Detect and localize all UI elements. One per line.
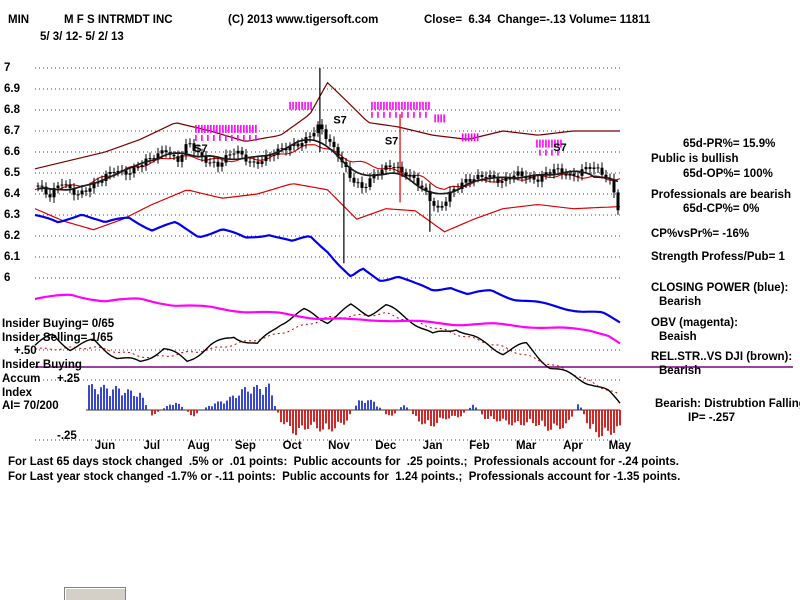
month-label: Nov — [328, 440, 350, 452]
price-tick-label: 6.9 — [4, 83, 20, 95]
price-tick-label: 6.7 — [4, 125, 20, 137]
price-tick-label: 6.8 — [4, 104, 20, 116]
month-label: May — [608, 440, 631, 452]
indicator-summary-line: CP%vsPr%= -16% — [651, 228, 750, 240]
price-ma-line — [37, 138, 619, 195]
window-fragment[interactable] — [64, 587, 126, 600]
date-range-label: 5/ 3/ 12- 5/ 2/ 13 — [40, 31, 124, 43]
left-pane-label: Insider Selling= 1/65 — [2, 332, 113, 344]
month-label: Dec — [375, 440, 397, 452]
month-label: Jan — [422, 440, 443, 452]
lower-band-line — [34, 183, 621, 233]
left-pane-label: +.25 — [57, 373, 80, 385]
mode-label: MIN — [8, 14, 30, 26]
accum-index-histogram — [88, 383, 621, 438]
s7-signal-label: S7 — [553, 142, 566, 154]
summary-line-65d: For Last 65 days stock changed .5% or .0… — [8, 456, 679, 468]
indicator-summary-line: 65d-CP%= 0% — [683, 203, 760, 215]
copyright-label: (C) 2013 www.tigersoft.com — [228, 14, 379, 26]
left-pane-label: Insider Buying — [2, 359, 82, 371]
upper-band-line — [34, 81, 620, 170]
indicator-summary-line: Beaish — [659, 331, 697, 343]
left-pane-label: AI= 70/200 — [2, 400, 59, 412]
indicator-summary-line: Strength Profess/Pub= 1 — [651, 251, 785, 263]
price-tick-label: 7 — [4, 62, 11, 74]
indicator-summary-line: Public is bullish — [651, 153, 739, 165]
closing-power-line — [34, 213, 621, 324]
month-label: Aug — [187, 440, 210, 452]
volume-tick-clusters — [195, 101, 562, 156]
indicator-summary-line: Bearish: Distrubtion Falling — [655, 398, 800, 410]
month-label: Apr — [563, 440, 583, 452]
indicator-summary-line: 65d-OP%= 100% — [683, 168, 773, 180]
candlestick-series — [36, 119, 620, 215]
price-tick-label: 6.5 — [4, 167, 20, 179]
indicator-summary-line: REL.STR..VS DJI (brown): — [651, 351, 793, 363]
price-gridlines — [35, 67, 620, 441]
price-tick-label: 6 — [4, 272, 11, 284]
rel-str-vs-dji-line — [34, 303, 621, 404]
rel-str-dotted-ma-line — [34, 311, 621, 396]
price-tick-label: 6.3 — [4, 209, 20, 221]
left-pane-label: -.25 — [57, 430, 77, 442]
indicator-summary-line: CLOSING POWER (blue): — [651, 282, 789, 294]
s7-signal-label: S7 — [385, 136, 398, 148]
price-tick-label: 6.1 — [4, 251, 20, 263]
s7-signal-label: S7 — [333, 115, 346, 127]
obv-line — [34, 293, 621, 345]
s7-signal-label: S7 — [194, 143, 207, 155]
indicator-summary-line: Bearish — [659, 365, 702, 377]
month-label: Jun — [94, 440, 116, 452]
left-pane-label: Insider Buying= 0/65 — [2, 318, 115, 330]
month-label: Mar — [515, 440, 537, 452]
month-label: Jul — [143, 440, 161, 452]
price-tick-label: 6.2 — [4, 230, 20, 242]
left-pane-label: Index — [2, 387, 33, 399]
left-pane-label: Accum — [2, 373, 41, 385]
indicator-summary-line: Bearish — [659, 296, 702, 308]
month-label: Feb — [469, 440, 490, 452]
indicator-summary-line: IP= -.257 — [688, 412, 735, 424]
month-label: Sep — [234, 440, 256, 452]
price-tick-label: 6.4 — [4, 188, 20, 200]
ticker-title: M F S INTRMDT INC — [64, 14, 173, 26]
summary-line-year: For Last year stock changed -1.7% or -.1… — [8, 471, 681, 483]
price-tick-label: 6.6 — [4, 146, 20, 158]
indicator-summary-line: 65d-PR%= 15.9% — [683, 138, 776, 150]
indicator-summary-line: Professionals are bearish — [651, 189, 791, 201]
quote-stats: Close= 6.34 Change=-.13 Volume= 11811 — [424, 14, 651, 26]
indicator-summary-line: OBV (magenta): — [651, 317, 738, 329]
month-label: Oct — [282, 440, 302, 452]
left-pane-label: +.50 — [14, 345, 37, 357]
mid-ma-line — [34, 144, 621, 191]
